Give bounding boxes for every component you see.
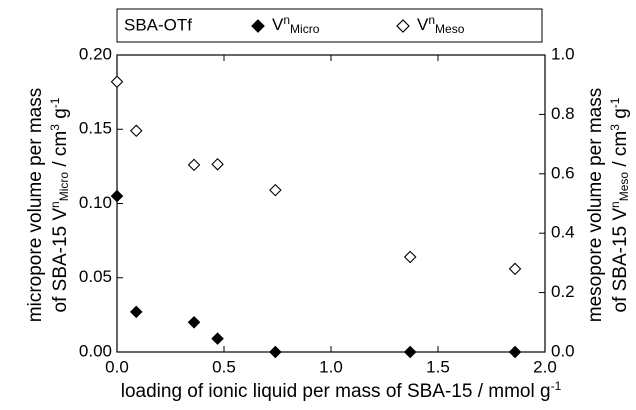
legend-box — [116, 8, 543, 43]
label-part: n — [48, 201, 62, 208]
x-tick-label: 0.5 — [212, 357, 236, 376]
y2-tick-label: 0.0 — [551, 341, 575, 360]
x-tick-label: 2.0 — [533, 357, 557, 376]
point — [187, 158, 201, 172]
point — [508, 262, 522, 276]
label-part: 3 — [608, 124, 622, 131]
label-part: -1 — [48, 97, 62, 108]
label-part: Meso — [435, 22, 465, 36]
label-part: micropore volume per mass — [25, 88, 46, 322]
label-part: n — [428, 13, 435, 27]
label-part: of SBA-15 V — [610, 208, 631, 313]
legend-marker — [251, 19, 265, 33]
point — [269, 345, 282, 359]
label-part: / cm — [50, 131, 71, 172]
point — [110, 75, 124, 89]
point — [110, 189, 124, 203]
x-tick-label: 1.0 — [319, 357, 343, 376]
y-axis-title: micropore volume per mass — [25, 88, 46, 322]
y2-axis-title: mesopore volume per mass — [585, 88, 606, 322]
y-tick-label: 0.20 — [79, 44, 112, 63]
y2-tick-label: 0.6 — [551, 163, 575, 182]
legend-marker — [396, 19, 410, 33]
y2-tick-label: 0.8 — [551, 104, 575, 123]
point — [211, 332, 224, 345]
y-tick-label: 0.00 — [79, 341, 112, 360]
point — [269, 183, 282, 197]
point — [403, 250, 417, 264]
y2-tick-label: 0.4 — [551, 223, 575, 242]
y-tick-label: 0.10 — [79, 193, 112, 212]
label-part: V — [272, 15, 284, 34]
label-part: loading of ionic liquid per mass of SBA-… — [121, 381, 551, 402]
y2-tick-label: 0.2 — [551, 282, 575, 301]
label-part: 3 — [48, 124, 62, 131]
label-part: -1 — [551, 379, 562, 393]
label-part: n — [283, 13, 290, 27]
label-part: Micro — [290, 22, 320, 36]
label-part: Meso — [617, 172, 631, 202]
y2-tick-label: 1.0 — [551, 44, 575, 63]
label-part: g — [50, 108, 71, 124]
y2-axis-title: of SBA-15 VnMeso / cm3 g-1 — [608, 97, 632, 312]
label-part: / cm — [610, 131, 631, 172]
point — [508, 345, 522, 359]
label-part: n — [608, 201, 622, 208]
x-axis-title: loading of ionic liquid per mass of SBA-… — [121, 379, 562, 402]
label-part: g — [610, 108, 631, 124]
legend-label: VnMicro — [272, 13, 320, 37]
point — [129, 124, 143, 138]
legend-label: VnMeso — [417, 13, 465, 37]
label-part: V — [417, 15, 429, 34]
point — [211, 158, 224, 171]
label-part: -1 — [608, 97, 622, 108]
label-part: mesopore volume per mass — [585, 88, 606, 322]
x-tick-label: 1.5 — [426, 357, 450, 376]
y-tick-label: 0.15 — [79, 119, 112, 138]
point — [129, 305, 143, 319]
legend-title: SBA-OTf — [124, 15, 192, 34]
y-axis-title: of SBA-15 VnMicro / cm3 g-1 — [48, 97, 72, 312]
label-part: of SBA-15 V — [50, 208, 71, 313]
plot-frame — [116, 54, 546, 353]
x-tick-label: 0.0 — [105, 357, 129, 376]
label-part: Micro — [57, 172, 71, 202]
point — [403, 345, 417, 359]
y-tick-label: 0.05 — [79, 267, 112, 286]
point — [187, 316, 201, 329]
